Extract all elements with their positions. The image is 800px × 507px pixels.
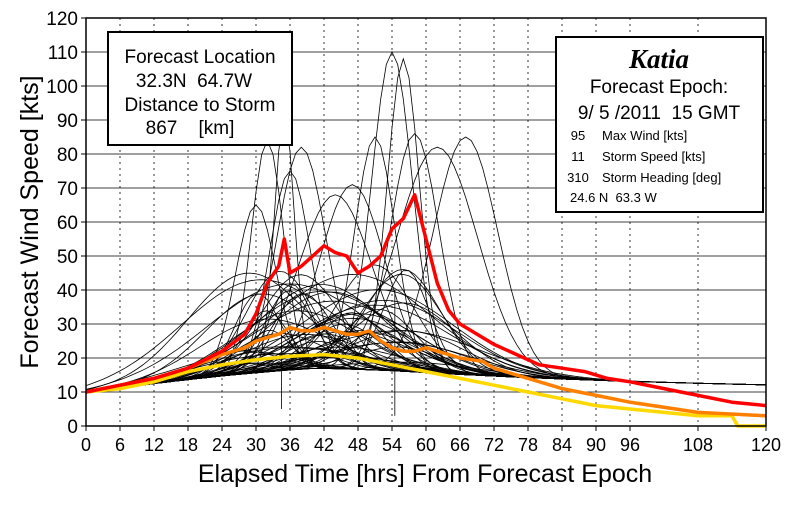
x-tick-label: 54: [382, 435, 402, 455]
y-tick-label: 100: [46, 77, 78, 98]
y-tick-label: 0: [67, 417, 78, 438]
x-tick-label: 120: [751, 435, 781, 455]
location-box: Forecast Location 32.3N 64.7W Distance t…: [107, 31, 293, 146]
y-tick-label: 110: [48, 43, 78, 64]
x-tick-label: 18: [178, 435, 198, 455]
x-axis-label: Elapsed Time [hrs] From Forecast Epoch: [198, 460, 652, 488]
storm-position: 24.6 N 63.3 W: [570, 190, 657, 205]
tick-labels: 0 10 20 30 40 50 60 70 80 90 100 110 120 0 6 12 18 24 30 36…: [46, 9, 781, 455]
y-tick-label: 60: [57, 213, 78, 234]
location-coords: 32.3N 64.7W: [136, 71, 252, 92]
x-tick-label: 84: [552, 435, 572, 455]
storm-heading-label: Storm Heading [deg]: [602, 170, 721, 185]
y-tick-label: 90: [57, 111, 78, 132]
distance-title: Distance to Storm: [125, 95, 276, 116]
y-tick-label: 120: [46, 9, 78, 30]
x-tick-label: 108: [683, 435, 713, 455]
max-wind-label: Max Wind [kts]: [602, 128, 687, 143]
storm-name: Katia: [628, 44, 689, 74]
series-layer: [85, 193, 767, 428]
distance-value: 867 [km]: [146, 118, 235, 139]
storm-heading-value: 310: [567, 170, 589, 185]
storm-speed-value: 11: [571, 149, 585, 164]
y-tick-label: 30: [57, 315, 78, 336]
y-tick-label: 70: [57, 179, 78, 200]
x-tick-label: 42: [314, 435, 334, 455]
y-axis-label: Forecast Wind Speed [kts]: [16, 75, 44, 368]
storm-speed-label: Storm Speed [kts]: [602, 149, 705, 164]
series-line-1: [85, 325, 767, 418]
y-tick-label: 20: [57, 349, 78, 370]
x-tick-label: 72: [484, 435, 504, 455]
x-tick-label: 12: [144, 435, 164, 455]
x-tick-label: 96: [620, 435, 640, 455]
y-tick-label: 10: [57, 383, 78, 404]
x-tick-label: 0: [81, 435, 91, 455]
series-line-2: [85, 352, 766, 428]
storm-box-frame: [555, 36, 764, 213]
x-tick-label: 36: [280, 435, 300, 455]
y-tick-label: 50: [57, 247, 78, 268]
storm-box: Katia Forecast Epoch: 9/ 5 /2011 15 GMT …: [555, 36, 764, 213]
series-line-0: [85, 193, 767, 408]
y-tick-label: 80: [57, 145, 78, 166]
location-box-frame: [107, 31, 293, 146]
x-tick-label: 60: [416, 435, 436, 455]
x-tick-label: 6: [115, 435, 125, 455]
x-tick-label: 24: [212, 435, 232, 455]
epoch-label: Forecast Epoch:: [590, 77, 728, 98]
epoch-value: 9/ 5 /2011 15 GMT: [578, 103, 741, 124]
x-tick-label: 90: [586, 435, 606, 455]
x-tick-label: 78: [518, 435, 538, 455]
x-tick-label: 66: [450, 435, 470, 455]
y-tick-label: 40: [57, 281, 78, 302]
ensemble-member-line: [85, 194, 767, 393]
max-wind-value: 95: [571, 128, 585, 143]
x-tick-label: 30: [246, 435, 266, 455]
x-tick-label: 48: [348, 435, 368, 455]
location-title: Forecast Location: [124, 47, 275, 68]
